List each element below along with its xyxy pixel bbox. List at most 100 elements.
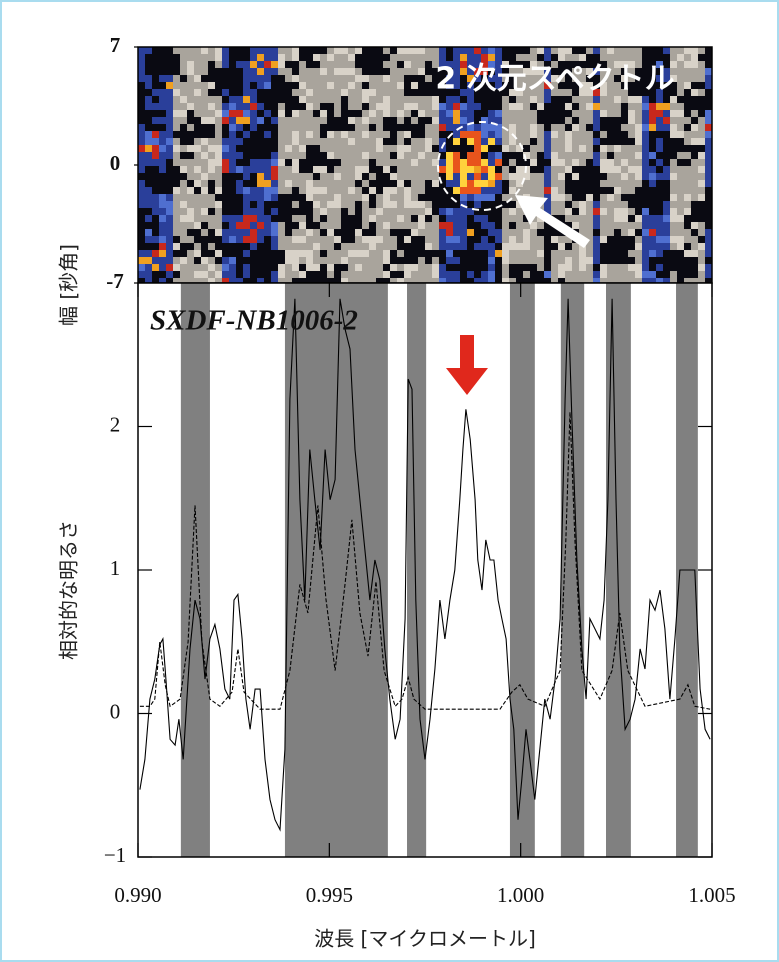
noise-pixel <box>250 166 257 173</box>
noise-pixel <box>159 229 166 236</box>
noise-pixel <box>376 75 383 82</box>
noise-pixel <box>558 152 565 159</box>
noise-pixel <box>446 250 453 257</box>
noise-pixel <box>600 201 607 208</box>
noise-pixel <box>600 110 607 117</box>
noise-pixel <box>439 166 446 173</box>
noise-pixel <box>306 173 313 180</box>
noise-pixel <box>166 271 173 278</box>
noise-pixel <box>495 159 502 166</box>
noise-pixel <box>530 152 537 159</box>
noise-pixel <box>530 131 537 138</box>
noise-pixel <box>285 250 292 257</box>
noise-pixel <box>159 145 166 152</box>
noise-pixel <box>677 124 684 131</box>
noise-pixel <box>586 236 593 243</box>
noise-pixel <box>320 117 327 124</box>
noise-pixel <box>432 243 439 250</box>
noise-pixel <box>495 61 502 68</box>
noise-pixel <box>481 138 488 145</box>
noise-pixel <box>369 278 376 283</box>
noise-pixel <box>439 103 446 110</box>
noise-pixel <box>271 117 278 124</box>
noise-pixel <box>705 250 712 257</box>
noise-pixel <box>670 54 677 61</box>
noise-pixel <box>236 215 243 222</box>
noise-pixel <box>530 89 537 96</box>
noise-pixel <box>642 257 649 264</box>
noise-pixel <box>607 54 614 61</box>
noise-pixel <box>383 250 390 257</box>
noise-pixel <box>313 124 320 131</box>
noise-pixel <box>586 208 593 215</box>
noise-pixel <box>208 103 215 110</box>
noise-pixel <box>656 250 663 257</box>
noise-pixel <box>306 187 313 194</box>
noise-pixel <box>670 110 677 117</box>
noise-pixel <box>705 124 712 131</box>
noise-pixel <box>306 75 313 82</box>
noise-pixel <box>257 166 264 173</box>
noise-pixel <box>173 201 180 208</box>
noise-pixel <box>201 159 208 166</box>
noise-pixel <box>705 138 712 145</box>
noise-pixel <box>145 159 152 166</box>
noise-pixel <box>152 131 159 138</box>
noise-pixel <box>656 229 663 236</box>
noise-pixel <box>306 229 313 236</box>
noise-pixel <box>257 201 264 208</box>
noise-pixel <box>166 243 173 250</box>
noise-pixel <box>600 82 607 89</box>
noise-pixel <box>453 159 460 166</box>
noise-pixel <box>187 166 194 173</box>
noise-pixel <box>390 89 397 96</box>
noise-pixel <box>586 117 593 124</box>
noise-pixel <box>663 124 670 131</box>
noise-pixel <box>439 271 446 278</box>
noise-pixel <box>453 208 460 215</box>
noise-pixel <box>208 278 215 283</box>
noise-pixel <box>628 96 635 103</box>
noise-pixel <box>656 173 663 180</box>
noise-pixel <box>586 229 593 236</box>
noise-pixel <box>600 68 607 75</box>
noise-pixel <box>656 264 663 271</box>
noise-pixel <box>215 264 222 271</box>
noise-pixel <box>159 243 166 250</box>
noise-pixel <box>453 131 460 138</box>
noise-pixel <box>348 278 355 283</box>
noise-pixel <box>180 180 187 187</box>
noise-pixel <box>397 222 404 229</box>
noise-pixel <box>481 243 488 250</box>
noise-pixel <box>411 229 418 236</box>
noise-pixel <box>320 96 327 103</box>
noise-pixel <box>327 264 334 271</box>
noise-pixel <box>572 68 579 75</box>
noise-pixel <box>320 138 327 145</box>
noise-pixel <box>677 103 684 110</box>
noise-pixel <box>446 180 453 187</box>
noise-pixel <box>516 229 523 236</box>
noise-pixel <box>460 103 467 110</box>
noise-pixel <box>264 159 271 166</box>
noise-pixel <box>194 68 201 75</box>
noise-pixel <box>320 89 327 96</box>
noise-pixel <box>579 68 586 75</box>
noise-pixel <box>292 173 299 180</box>
noise-pixel <box>243 96 250 103</box>
noise-pixel <box>145 278 152 283</box>
noise-pixel <box>607 271 614 278</box>
noise-pixel <box>194 138 201 145</box>
noise-pixel <box>488 194 495 201</box>
noise-pixel <box>145 187 152 194</box>
noise-pixel <box>642 236 649 243</box>
noise-pixel <box>257 222 264 229</box>
noise-pixel <box>362 194 369 201</box>
noise-pixel <box>411 103 418 110</box>
noise-pixel <box>530 187 537 194</box>
noise-pixel <box>635 243 642 250</box>
noise-pixel <box>488 187 495 194</box>
noise-pixel <box>257 229 264 236</box>
noise-pixel <box>138 201 145 208</box>
noise-pixel <box>628 187 635 194</box>
